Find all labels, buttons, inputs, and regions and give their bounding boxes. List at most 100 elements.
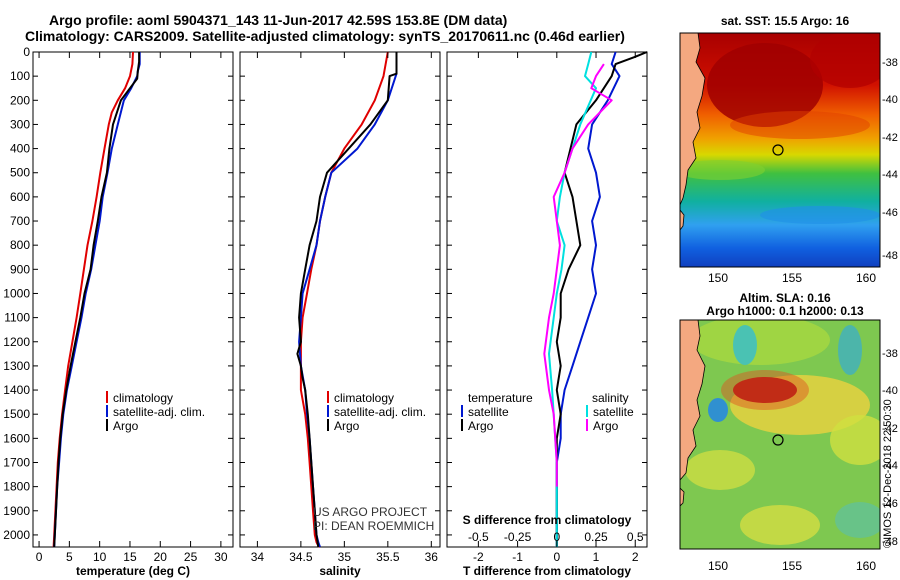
sst-lat-tick: -46 — [882, 207, 898, 219]
sst-lat-tick: -38 — [882, 57, 898, 69]
x-tick-label: -1 — [512, 550, 523, 564]
depth-tick-label: 1300 — [3, 359, 30, 373]
sst-lon-tick-labels: 150 155 160 — [708, 271, 876, 285]
x-tick-label: 34 — [251, 550, 265, 564]
t-difference-axis-label: T difference from climatology — [463, 564, 631, 578]
salinity-plot-frame — [239, 51, 441, 548]
x2-tick-label: 0.25 — [584, 530, 608, 544]
depth-tick-label: 700 — [10, 214, 30, 228]
legend-title: salinity — [592, 391, 629, 405]
sla-lat-tick: -40 — [882, 385, 898, 397]
x-tick-label: 5 — [66, 550, 73, 564]
series-line-satellite-adj-clim- — [298, 52, 398, 548]
sla-argo-position-marker — [772, 434, 784, 446]
s-difference-axis-label: S difference from climatology — [463, 513, 632, 527]
x-tick-label: -2 — [473, 550, 484, 564]
series-line-climatology — [299, 51, 389, 548]
x-tick-label: 36 — [425, 550, 439, 564]
depth-tick-label: 600 — [10, 190, 30, 204]
x-tick-label: 34.5 — [289, 550, 313, 564]
depth-tick-label: 2000 — [3, 528, 30, 542]
legend-item: Argo — [593, 419, 619, 433]
x2-tick-label: 0 — [553, 530, 560, 544]
difference-temperature-legend: temperature satellite Argo — [461, 391, 533, 433]
x-tick-label: 30 — [214, 550, 228, 564]
sla-map-frame — [679, 319, 881, 550]
depth-tick-label: 1700 — [3, 455, 30, 469]
sst-argo-position-marker — [772, 144, 784, 156]
depth-tick-label: 100 — [10, 69, 30, 83]
imos-credit: ©IMOS 12-Dec-2018 22:50:30 — [882, 399, 894, 548]
depth-tick-label: 1900 — [3, 504, 30, 518]
temperature-legend: climatology satellite-adj. clim. Argo — [106, 391, 205, 433]
sla-map-title-2: Argo h1000: 0.1 h2000: 0.13 — [706, 304, 864, 318]
sst-lat-tick: -42 — [882, 132, 898, 144]
sla-lon-tick: 150 — [708, 559, 728, 573]
x-tick-label: 25 — [184, 550, 198, 564]
depth-tick-label: 1200 — [3, 335, 30, 349]
sla-lat-tick: -38 — [882, 348, 898, 360]
series-line-argo — [296, 52, 398, 548]
sla-lat-tick: -46 — [882, 498, 898, 510]
depth-tick-label: 1400 — [3, 383, 30, 397]
x-tick-label: 2 — [632, 550, 639, 564]
legend-title: temperature — [468, 391, 533, 405]
sla-map — [680, 320, 880, 549]
sst-lat-tick: -48 — [882, 250, 898, 262]
sla-lat-tick: -44 — [882, 460, 898, 472]
x-tick-label: 20 — [154, 550, 168, 564]
sla-land — [680, 320, 706, 481]
depth-tick-label: 900 — [10, 262, 30, 276]
legend-item: satellite-adj. clim. — [113, 405, 205, 419]
legend-item: Argo — [468, 419, 494, 433]
legend-item: satellite-adj. clim. — [334, 405, 426, 419]
sst-map-frame — [679, 32, 881, 268]
sla-lon-tick: 155 — [782, 559, 802, 573]
sla-lat-tick: -48 — [882, 536, 898, 548]
series-line-t-argo — [555, 51, 648, 547]
depth-tick-label: 200 — [10, 93, 30, 107]
difference-salinity-legend: salinity satellite Argo — [586, 391, 634, 433]
legend-item: satellite — [593, 405, 634, 419]
x-tick-label: 10 — [93, 550, 107, 564]
legend-item: climatology — [334, 391, 394, 405]
x-tick-label: 35.5 — [376, 550, 400, 564]
legend-item: satellite — [468, 405, 509, 419]
title-line-2: Climatology: CARS2009. Satellite-adjuste… — [25, 28, 625, 44]
x-tick-label: 0 — [553, 550, 560, 564]
legend-item: Argo — [113, 419, 139, 433]
project-credit-line-2: PI: DEAN ROEMMICH — [313, 519, 434, 533]
x-tick-label: 35 — [338, 550, 352, 564]
series-line-climatology — [52, 51, 134, 548]
depth-tick-label: 800 — [10, 238, 30, 252]
depth-tick-label: 400 — [10, 142, 30, 156]
sst-lon-tick: 160 — [856, 271, 876, 285]
sla-lon-tick-labels: 150 155 160 — [708, 559, 876, 573]
depth-tick-label: 300 — [10, 117, 30, 131]
x2-tick-label: 0.5 — [627, 530, 644, 544]
temperature-axis-label: temperature (deg C) — [76, 564, 190, 578]
depth-tick-label: 1100 — [4, 311, 30, 325]
depth-tick-label: 500 — [10, 166, 30, 180]
sst-lat-tick: -40 — [882, 94, 898, 106]
sst-warm-core — [707, 43, 823, 127]
sla-lon-tick: 160 — [856, 559, 876, 573]
project-credit-line-1: US ARGO PROJECT — [313, 505, 428, 519]
depth-tick-label: 0 — [23, 45, 30, 59]
series-line-s-argo — [543, 63, 613, 487]
sla-lat-tick-labels: -38 -40 -42 -44 -46 -48 — [882, 348, 898, 548]
sst-map — [680, 33, 880, 267]
temperature-plot-frame — [32, 51, 234, 548]
depth-tick-label: 1500 — [3, 407, 30, 421]
sst-lon-tick: 155 — [782, 271, 802, 285]
salinity-legend: climatology satellite-adj. clim. Argo — [327, 391, 426, 433]
sst-map-title: sat. SST: 15.5 Argo: 16 — [720, 14, 850, 28]
sst-lon-tick: 150 — [708, 271, 728, 285]
sla-map-title-1: Altim. SLA: 0.16 — [739, 291, 831, 305]
sst-lat-tick: -44 — [882, 169, 898, 181]
depth-tick-label: 1000 — [3, 286, 30, 300]
legend-item: Argo — [334, 419, 360, 433]
sla-lat-tick: -42 — [882, 423, 898, 435]
series-line-argo — [53, 52, 141, 548]
depth-tick-label: 1600 — [3, 431, 30, 445]
